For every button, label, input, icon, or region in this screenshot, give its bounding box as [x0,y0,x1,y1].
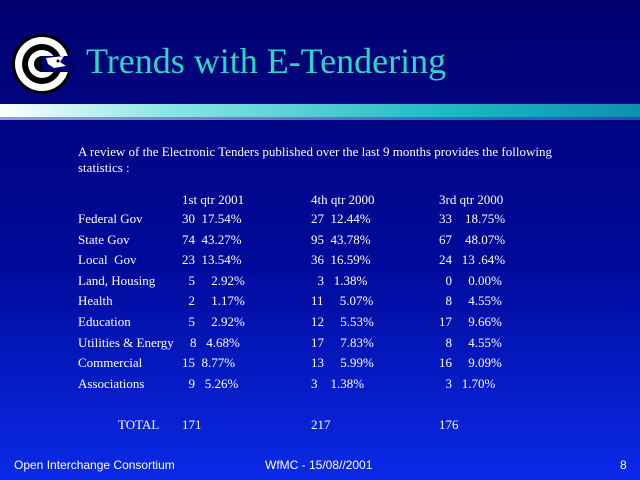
title-divider [0,104,640,117]
total-q4: 217 [311,417,331,432]
slide-title: Trends with E-Tendering [86,41,447,81]
column-header-q1-2001: 1st qtr 2001 [182,192,245,207]
row-value-q1: 74 43.27% [182,232,242,247]
row-label: Land, Housing [78,273,156,288]
row-value-q3: 67 48.07% [439,232,506,247]
row-value-q3: 33 18.75% [439,211,506,226]
row-value-q1: 8 4.68% [190,335,240,350]
row-label: Federal Gov [78,211,143,226]
logo [8,32,76,96]
row-value-q3: 17 9.66% [439,314,502,329]
row-label: Utilities & Energy [78,335,174,350]
row-value-q3: 16 9.09% [439,355,502,370]
row-value-q4: 95 43.78% [311,232,371,247]
row-value-q3: 3 1.70% [439,376,496,391]
page-number: 8 [620,458,627,472]
row-value-q1: 23 13.54% [182,252,242,267]
row-label: Education [78,314,131,329]
row-label: Associations [78,376,145,391]
total-q1: 171 [182,417,202,432]
row-value-q1: 2 1.17% [182,293,245,308]
row-value-q1: 5 2.92% [182,273,245,288]
row-label: Commercial [78,355,143,370]
row-value-q3: 0 0.00% [439,273,502,288]
row-value-q4: 12 5.53% [311,314,374,329]
footer-date: WfMC - 15/08//2001 [265,458,373,472]
openinterchange-logo-icon [12,34,76,94]
row-value-q1: 15 8.77% [182,355,236,370]
row-value-q3: 8 4.55% [439,335,502,350]
row-value-q3: 8 4.55% [439,293,502,308]
row-value-q4: 11 5.07% [311,293,374,308]
row-value-q1: 9 5.26% [182,376,239,391]
total-q3: 176 [439,417,459,432]
row-value-q4: 3 1.38% [311,376,365,391]
row-value-q3: 24 13 .64% [439,252,506,267]
row-value-q4: 3 1.38% [311,273,368,288]
title-divider-shadow [0,117,640,120]
column-header-q3-2000: 3rd qtr 2000 [439,192,504,207]
row-label: Health [78,293,113,308]
row-value-q4: 27 12.44% [311,211,371,226]
row-value-q1: 5 2.92% [182,314,245,329]
row-label: State Gov [78,232,130,247]
total-label: TOTAL [118,417,160,432]
row-value-q1: 30 17.54% [182,211,242,226]
row-label: Local Gov [78,252,137,267]
footer-organization: Open Interchange Consortium [14,458,175,472]
row-value-q4: 17 7.83% [311,335,374,350]
intro-text: A review of the Electronic Tenders publi… [78,144,552,175]
row-value-q4: 13 5.99% [311,355,374,370]
row-value-q4: 36 16.59% [311,252,371,267]
column-header-q4-2000: 4th qtr 2000 [311,192,375,207]
